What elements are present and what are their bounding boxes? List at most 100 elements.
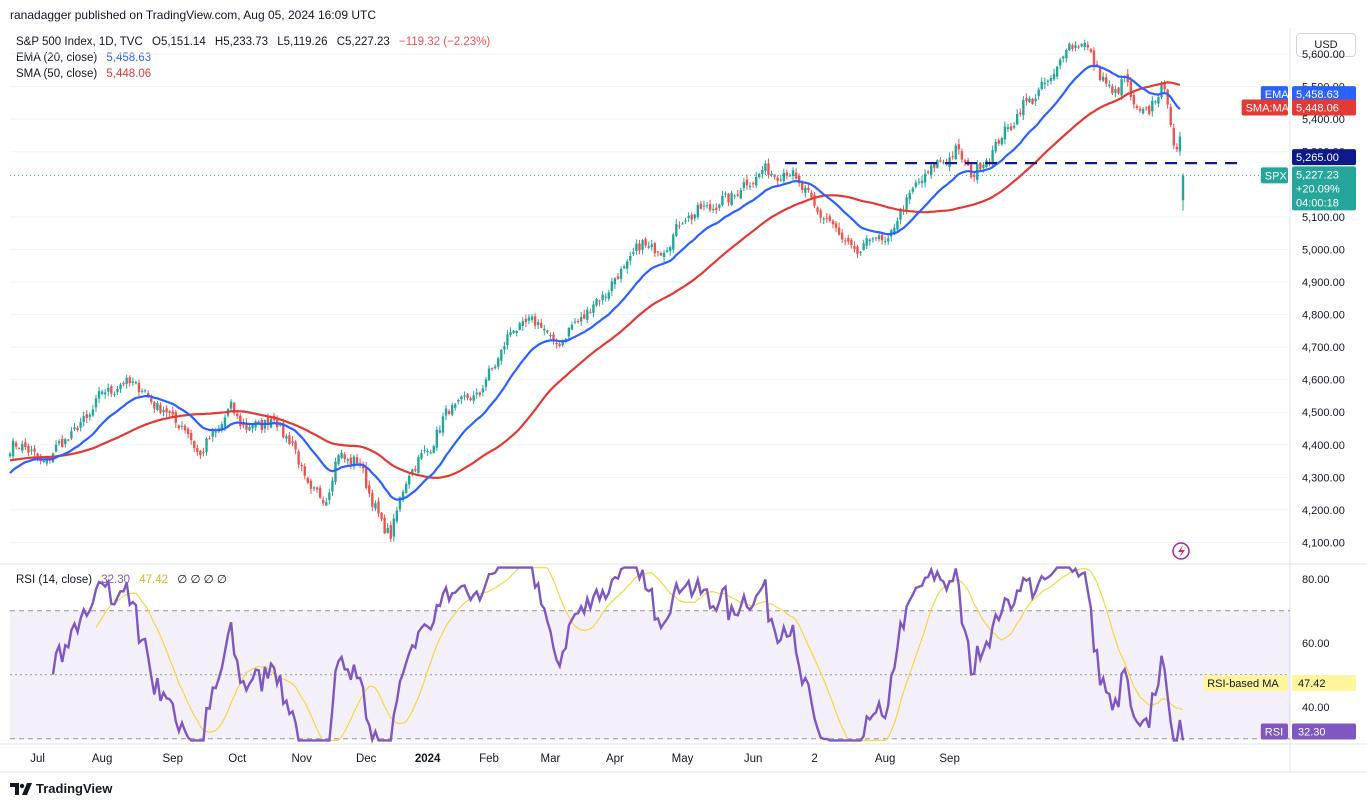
candle-body [82,416,85,423]
rsi-axis-label-bg [1260,723,1288,740]
candle-body [721,195,724,206]
candle-body [1006,127,1010,129]
candle-body [500,349,503,361]
candle-body [257,421,260,423]
level-axis-tag: 5,265.00 [1296,152,1339,164]
tradingview-logo[interactable]: TradingView [10,781,112,796]
candle-body [374,503,377,509]
candle-body [487,368,491,381]
currency-button[interactable]: USD [1296,33,1356,57]
candle-body [297,451,300,465]
candle-body [1144,107,1148,109]
candle-body [1034,98,1037,102]
alert-icon-bolt [1178,545,1185,558]
candle-body [1148,105,1151,115]
candle-body [705,205,709,207]
candle-body [196,448,199,452]
candle-body [1135,106,1139,108]
candle-body [1055,66,1059,77]
candle-body [392,518,396,537]
candle-body [220,424,224,430]
candle-body [748,186,752,188]
candle-body [923,173,927,183]
candle-body [991,150,994,165]
candle-body [779,179,782,181]
candle-body [942,162,945,164]
candle-body [1037,89,1040,97]
ema-legend[interactable]: EMA (20, close) 5,458.63 [16,50,151,66]
spx-axis-label: SPX [1265,170,1288,182]
candle-body [315,487,319,490]
candle-body [822,218,825,220]
time-axis-label: Sep [939,753,959,765]
time-axis-label: Dec [356,753,377,765]
candle-body [1068,43,1071,51]
candle-body [1172,127,1175,146]
candle-body [865,238,868,246]
candle-body [693,214,696,219]
candle-body [509,332,512,336]
rsi-tick-label: 80.00 [1302,574,1330,586]
candle-body [589,311,592,313]
sma-label: SMA (50, close) [16,68,98,80]
candle-body [920,180,924,183]
alert-icon[interactable] [1172,542,1190,560]
candle-body [463,395,466,397]
candle-body [54,444,58,452]
time-axis-label: Sep [163,753,183,765]
candle-body [70,431,73,439]
candle-body [429,452,432,454]
candle-body [202,452,205,454]
candle-body [426,450,429,452]
candle-body [386,527,389,533]
candle-body [1105,77,1108,84]
price-tick-label: 4,400.00 [1302,440,1345,452]
candle-body [785,172,789,176]
candle-body [914,182,918,187]
time-axis-label: Aug [92,753,112,765]
candle-body [844,240,847,242]
candle-body [951,156,954,158]
candle-body [515,330,518,334]
time-axis-label: Nov [291,753,312,765]
candle-body [1028,98,1031,102]
candle-body [690,214,693,220]
candle-body [1043,82,1047,85]
candle-body [764,163,767,171]
candle-body [156,403,159,410]
candle-body [552,334,555,341]
candle-body [137,382,141,393]
sma-legend[interactable]: SMA (50, close) 5,448.06 [16,66,151,82]
candle-body [629,255,632,261]
open-value: O5,151.14 [152,36,206,48]
candle-body [1108,84,1111,87]
candle-body [223,417,227,427]
candle-body [266,417,270,426]
rsi-legend[interactable]: RSI (14, close) 32.30 47.42 ∅ ∅ ∅ ∅ [16,572,227,588]
candle-body [868,239,871,242]
candle-body [414,469,417,471]
candle-body [1160,82,1163,98]
time-axis-label: Aug [875,753,895,765]
candle-body [303,466,306,476]
candle-body [1000,138,1004,145]
candle-body [472,395,475,401]
candle-body [355,457,359,464]
rsi-ma-axis-label-bg [1203,675,1288,692]
candle-body [1022,100,1025,116]
candle-body [251,425,254,429]
candle-body [810,192,813,198]
candle-body [911,188,914,192]
candle-body [794,172,798,179]
candle-body [1166,89,1169,105]
candle-body [837,227,841,235]
symbol-name[interactable]: S&P 500 Index, 1D, TVC [16,36,143,48]
symbol-legend: S&P 500 Index, 1D, TVC O5,151.14 H5,233.… [16,34,490,50]
rsi-line [51,566,1185,744]
candle-body [294,441,297,450]
candle-body [754,176,758,186]
candle-body [24,442,27,447]
candle-body [242,423,245,426]
candle-body [1181,175,1185,201]
